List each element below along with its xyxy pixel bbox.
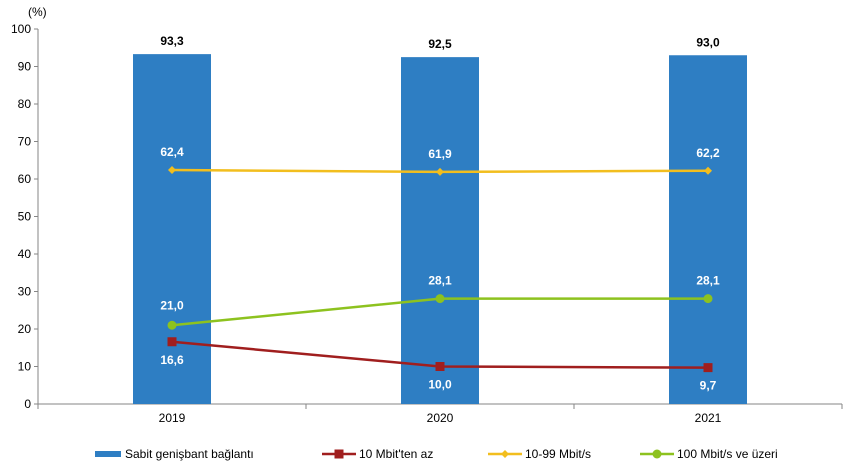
bar: [401, 57, 479, 404]
line-marker-diamond: [168, 166, 176, 174]
line-marker-diamond: [704, 166, 712, 175]
line-data-label: 62,2: [696, 146, 720, 160]
legend-label: 10-99 Mbit/s: [525, 447, 591, 461]
y-tick-label: 70: [18, 135, 32, 149]
line-data-label: 28,1: [428, 274, 452, 288]
x-tick-label: 2019: [159, 411, 186, 425]
legend-label: 10 Mbit'ten az: [359, 447, 433, 461]
y-tick-label: 10: [18, 360, 32, 374]
data-labels: 93,3 92,5 93,0 16,6 10,0 9,7 62,4 61,9 62,2 21,0 2…: [160, 34, 720, 393]
y-axis-unit-label: (%): [28, 5, 47, 19]
y-tick-label: 50: [18, 210, 32, 224]
line-data-label: 28,1: [696, 274, 720, 288]
bar: [133, 54, 211, 404]
y-tick-label: 60: [18, 172, 32, 186]
line-marker-square: [167, 337, 177, 347]
line-marker-square: [435, 362, 445, 371]
line-data-label: 62,4: [160, 145, 184, 159]
bar-data-label: 93,3: [160, 34, 184, 48]
line-data-label: 16,6: [160, 353, 184, 367]
y-tick-label: 20: [18, 322, 32, 336]
line-marker-circle: [652, 449, 662, 459]
y-tick-label: 100: [11, 22, 31, 36]
y-tick-label: 0: [24, 397, 31, 411]
legend-item: 10-99 Mbit/s: [488, 447, 591, 461]
x-tick-label: 2020: [427, 411, 454, 425]
x-axis: 2019 2020 2021: [37, 403, 843, 425]
line-series: [168, 166, 712, 176]
legend-label: Sabit genişbant bağlantı: [125, 447, 254, 461]
legend-label: 100 Mbit/s ve üzeri: [677, 447, 778, 461]
legend-item: 10 Mbit'ten az: [322, 447, 433, 461]
line-marker-circle: [703, 294, 713, 304]
y-axis: 0 10 20 30 40 50 60 70 80 90 100: [11, 22, 39, 411]
line-data-label: 10,0: [428, 378, 452, 392]
y-tick-label: 40: [18, 247, 32, 261]
line-marker-circle: [435, 294, 445, 304]
line-data-label: 9,7: [700, 379, 717, 393]
bar-data-label: 93,0: [696, 35, 720, 49]
legend-swatch-bar: [95, 451, 121, 457]
y-tick-label: 80: [18, 97, 32, 111]
bar-data-label: 92,5: [428, 37, 452, 51]
bar: [669, 55, 747, 404]
line-data-label: 61,9: [428, 147, 452, 161]
line-series: [167, 337, 713, 373]
x-tick-label: 2021: [695, 411, 722, 425]
y-tick-label: 90: [18, 60, 32, 74]
legend: Sabit genişbant bağlantı 10 Mbit'ten az 10…: [95, 447, 778, 461]
y-tick-label: 30: [18, 285, 32, 299]
line-marker-diamond: [501, 450, 509, 458]
line-marker-circle: [167, 320, 177, 330]
legend-item: 100 Mbit/s ve üzeri: [640, 447, 778, 461]
line-series-group: [167, 166, 713, 373]
line-marker-diamond: [436, 167, 444, 176]
bar-series: [133, 54, 747, 404]
line-marker-square: [703, 363, 713, 373]
line-marker-square: [334, 449, 344, 459]
legend-item: Sabit genişbant bağlantı: [95, 447, 254, 461]
line-data-label: 21,0: [160, 298, 184, 312]
line-series: [167, 294, 713, 330]
